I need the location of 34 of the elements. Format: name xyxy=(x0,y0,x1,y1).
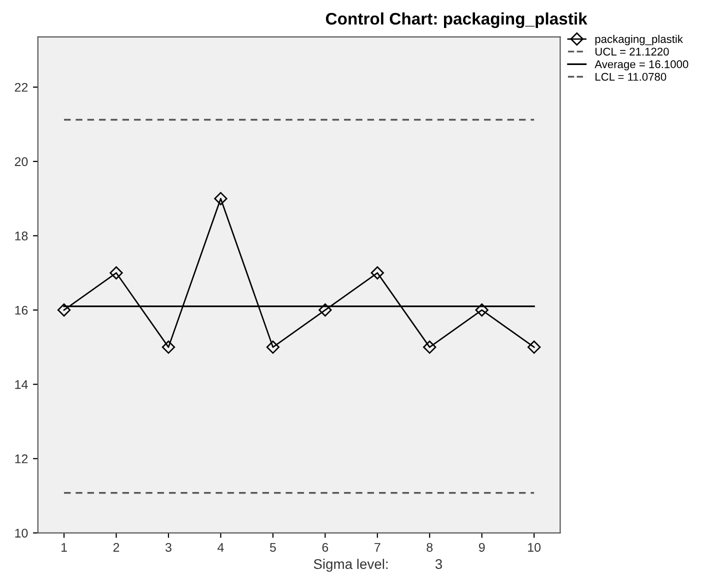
point xyxy=(475,303,488,317)
x-tick-label: 5 xyxy=(270,543,276,552)
point xyxy=(57,303,71,317)
point xyxy=(266,340,280,354)
y-tick-label: 22 xyxy=(14,82,28,92)
x-tick-label: 3 xyxy=(165,542,172,552)
x-tick-label: 7 xyxy=(374,543,380,552)
point xyxy=(318,303,332,317)
legend-label: Average = 16.1000 xyxy=(594,60,688,70)
x-tick-label: 2 xyxy=(113,542,120,552)
y-tick-label: 16 xyxy=(15,306,28,315)
point xyxy=(370,266,384,280)
legend-label: UCL = 21.1220 xyxy=(596,48,669,56)
y-tick-label: 14 xyxy=(15,380,28,389)
y-tick-label: 20 xyxy=(14,157,28,166)
legend-label: LCL = 11.0780 xyxy=(596,72,666,81)
y-tick-label: 18 xyxy=(15,232,28,240)
point xyxy=(527,340,541,354)
text: Sigma level: xyxy=(314,558,388,572)
point xyxy=(162,340,176,354)
x-tick-label: 4 xyxy=(218,543,224,552)
x-tick-label: 10 xyxy=(528,542,541,552)
point xyxy=(110,266,123,280)
x-tick-label: 9 xyxy=(478,542,485,552)
x-tick-label: 1 xyxy=(62,543,67,552)
x-tick-label: 6 xyxy=(322,542,328,552)
point xyxy=(423,340,436,354)
chart-title: Control Chart: packaging_plastik xyxy=(326,12,588,28)
x-tick-label: 8 xyxy=(426,542,433,552)
y-tick-label: 10 xyxy=(15,528,28,538)
point xyxy=(214,192,228,206)
y-tick-label: 12 xyxy=(15,454,28,464)
legend-label: packaging_plastik xyxy=(595,34,683,46)
text: 3 xyxy=(435,559,442,570)
